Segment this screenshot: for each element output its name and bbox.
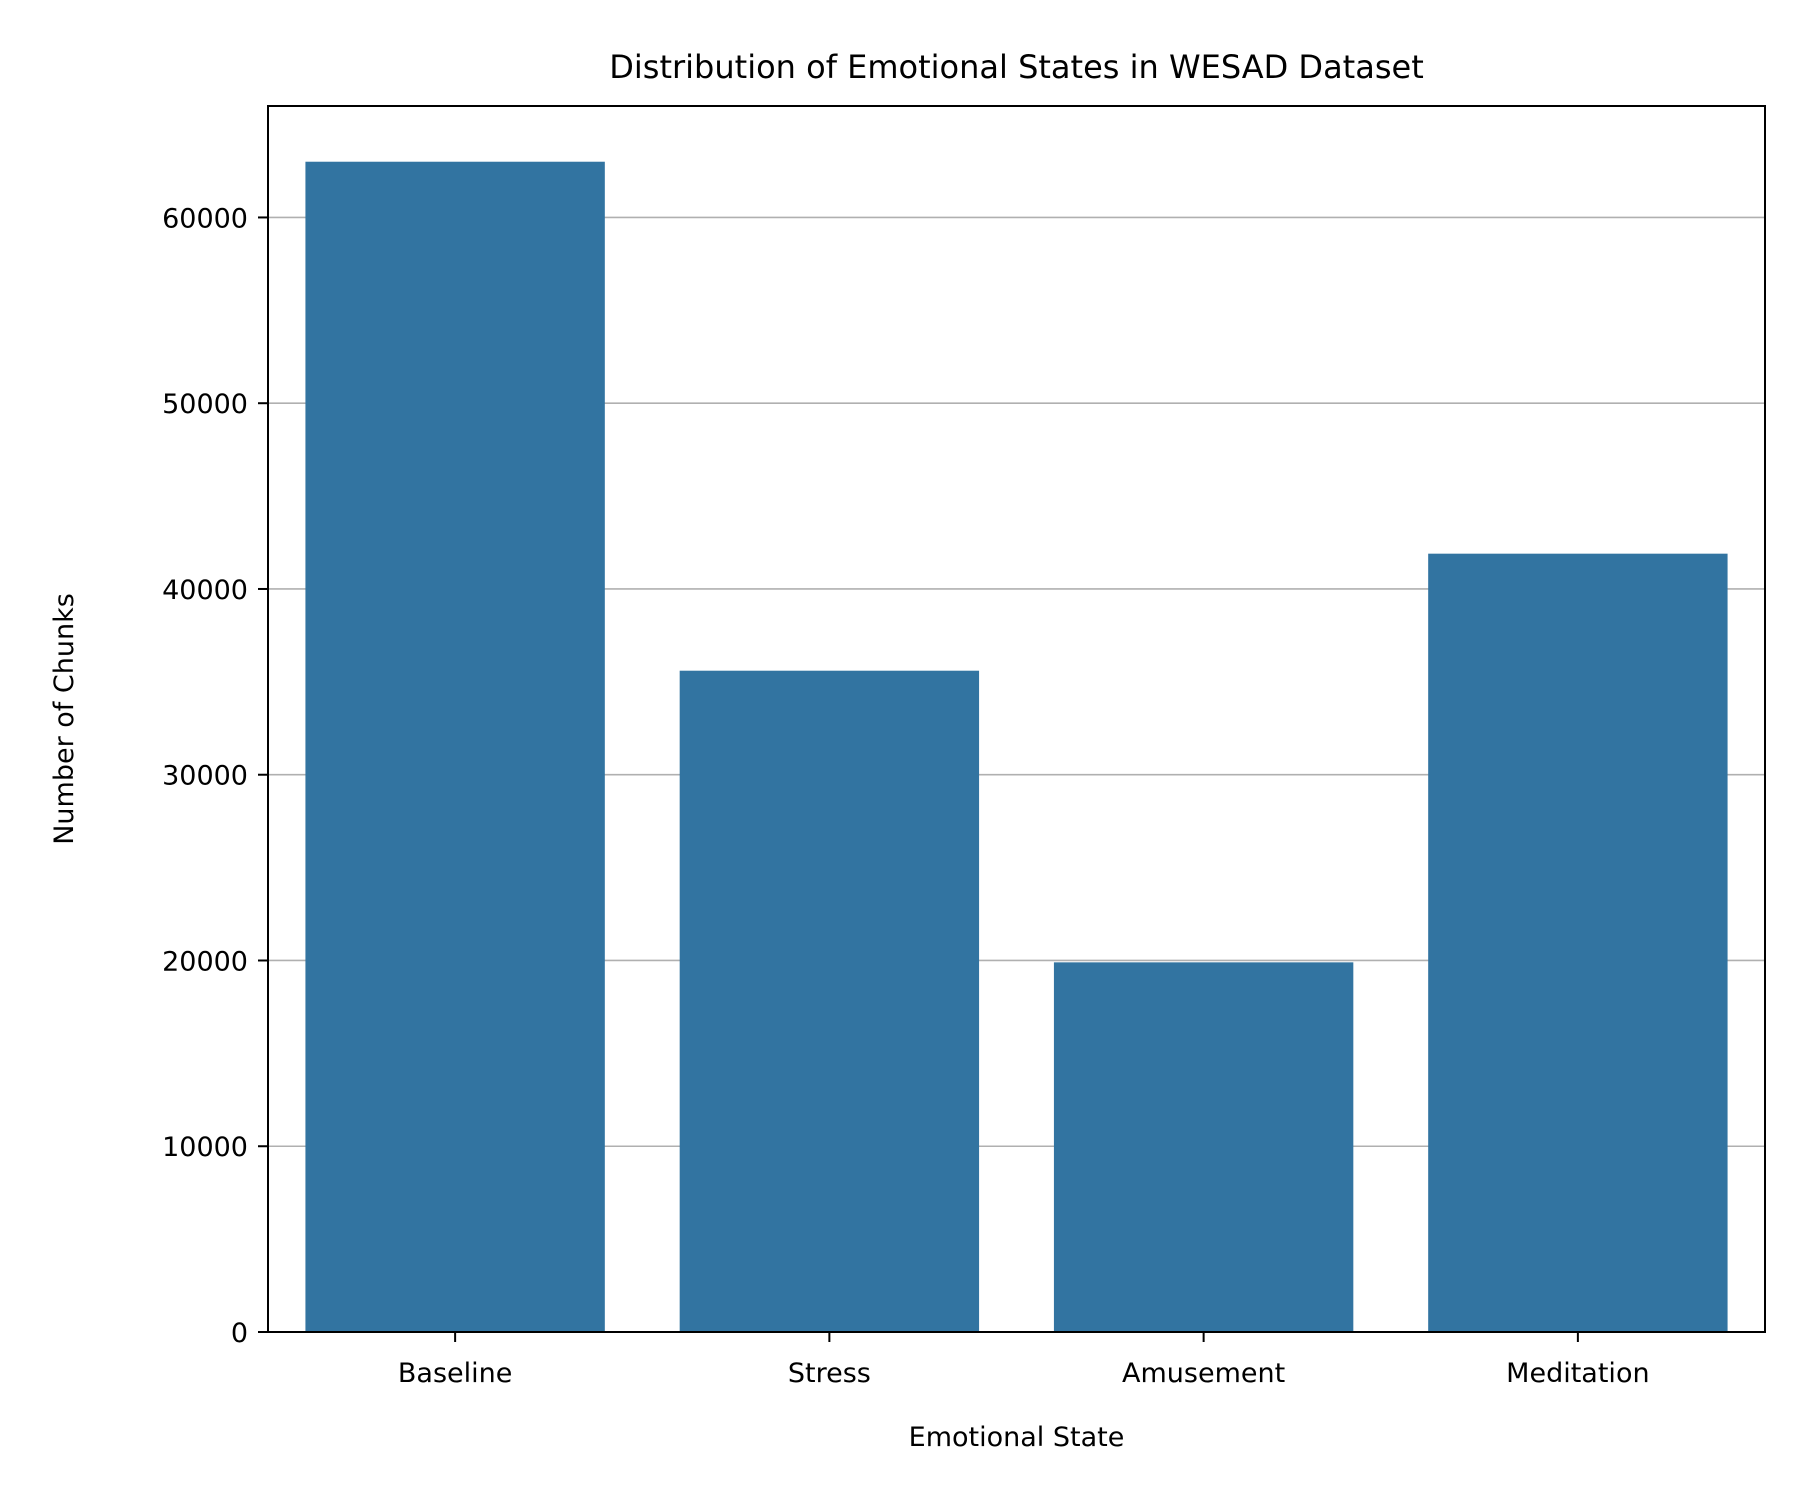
bar-amusement — [1053, 962, 1354, 1332]
y-axis-ticks: 0 10000 20000 30000 40000 50000 60000 — [162, 203, 268, 1349]
x-tick-label-meditation: Meditation — [1506, 1358, 1649, 1389]
y-tick-label: 40000 — [162, 575, 248, 606]
bar-stress — [679, 670, 980, 1332]
y-tick-label: 20000 — [162, 946, 248, 977]
bar-baseline — [305, 161, 605, 1332]
x-tick-label-amusement: Amusement — [1122, 1358, 1285, 1389]
y-tick-label: 10000 — [162, 1132, 248, 1163]
bar-meditation — [1428, 553, 1728, 1332]
y-axis-label: Number of Chunks — [49, 593, 80, 845]
chart-title: Distribution of Emotional States in WESA… — [609, 48, 1423, 86]
bars — [305, 161, 1728, 1332]
y-tick-label: 30000 — [162, 761, 248, 792]
plot-frame — [267, 105, 1766, 1333]
y-tick-label: 60000 — [162, 203, 248, 234]
x-tick-label-baseline: Baseline — [398, 1358, 512, 1389]
y-tick-label: 0 — [231, 1318, 248, 1349]
y-tick-label: 50000 — [162, 389, 248, 420]
x-axis-label: Emotional State — [909, 1422, 1125, 1453]
x-axis-ticks: Baseline Stress Amusement Meditation — [398, 1332, 1650, 1389]
x-tick-label-stress: Stress — [788, 1358, 871, 1389]
